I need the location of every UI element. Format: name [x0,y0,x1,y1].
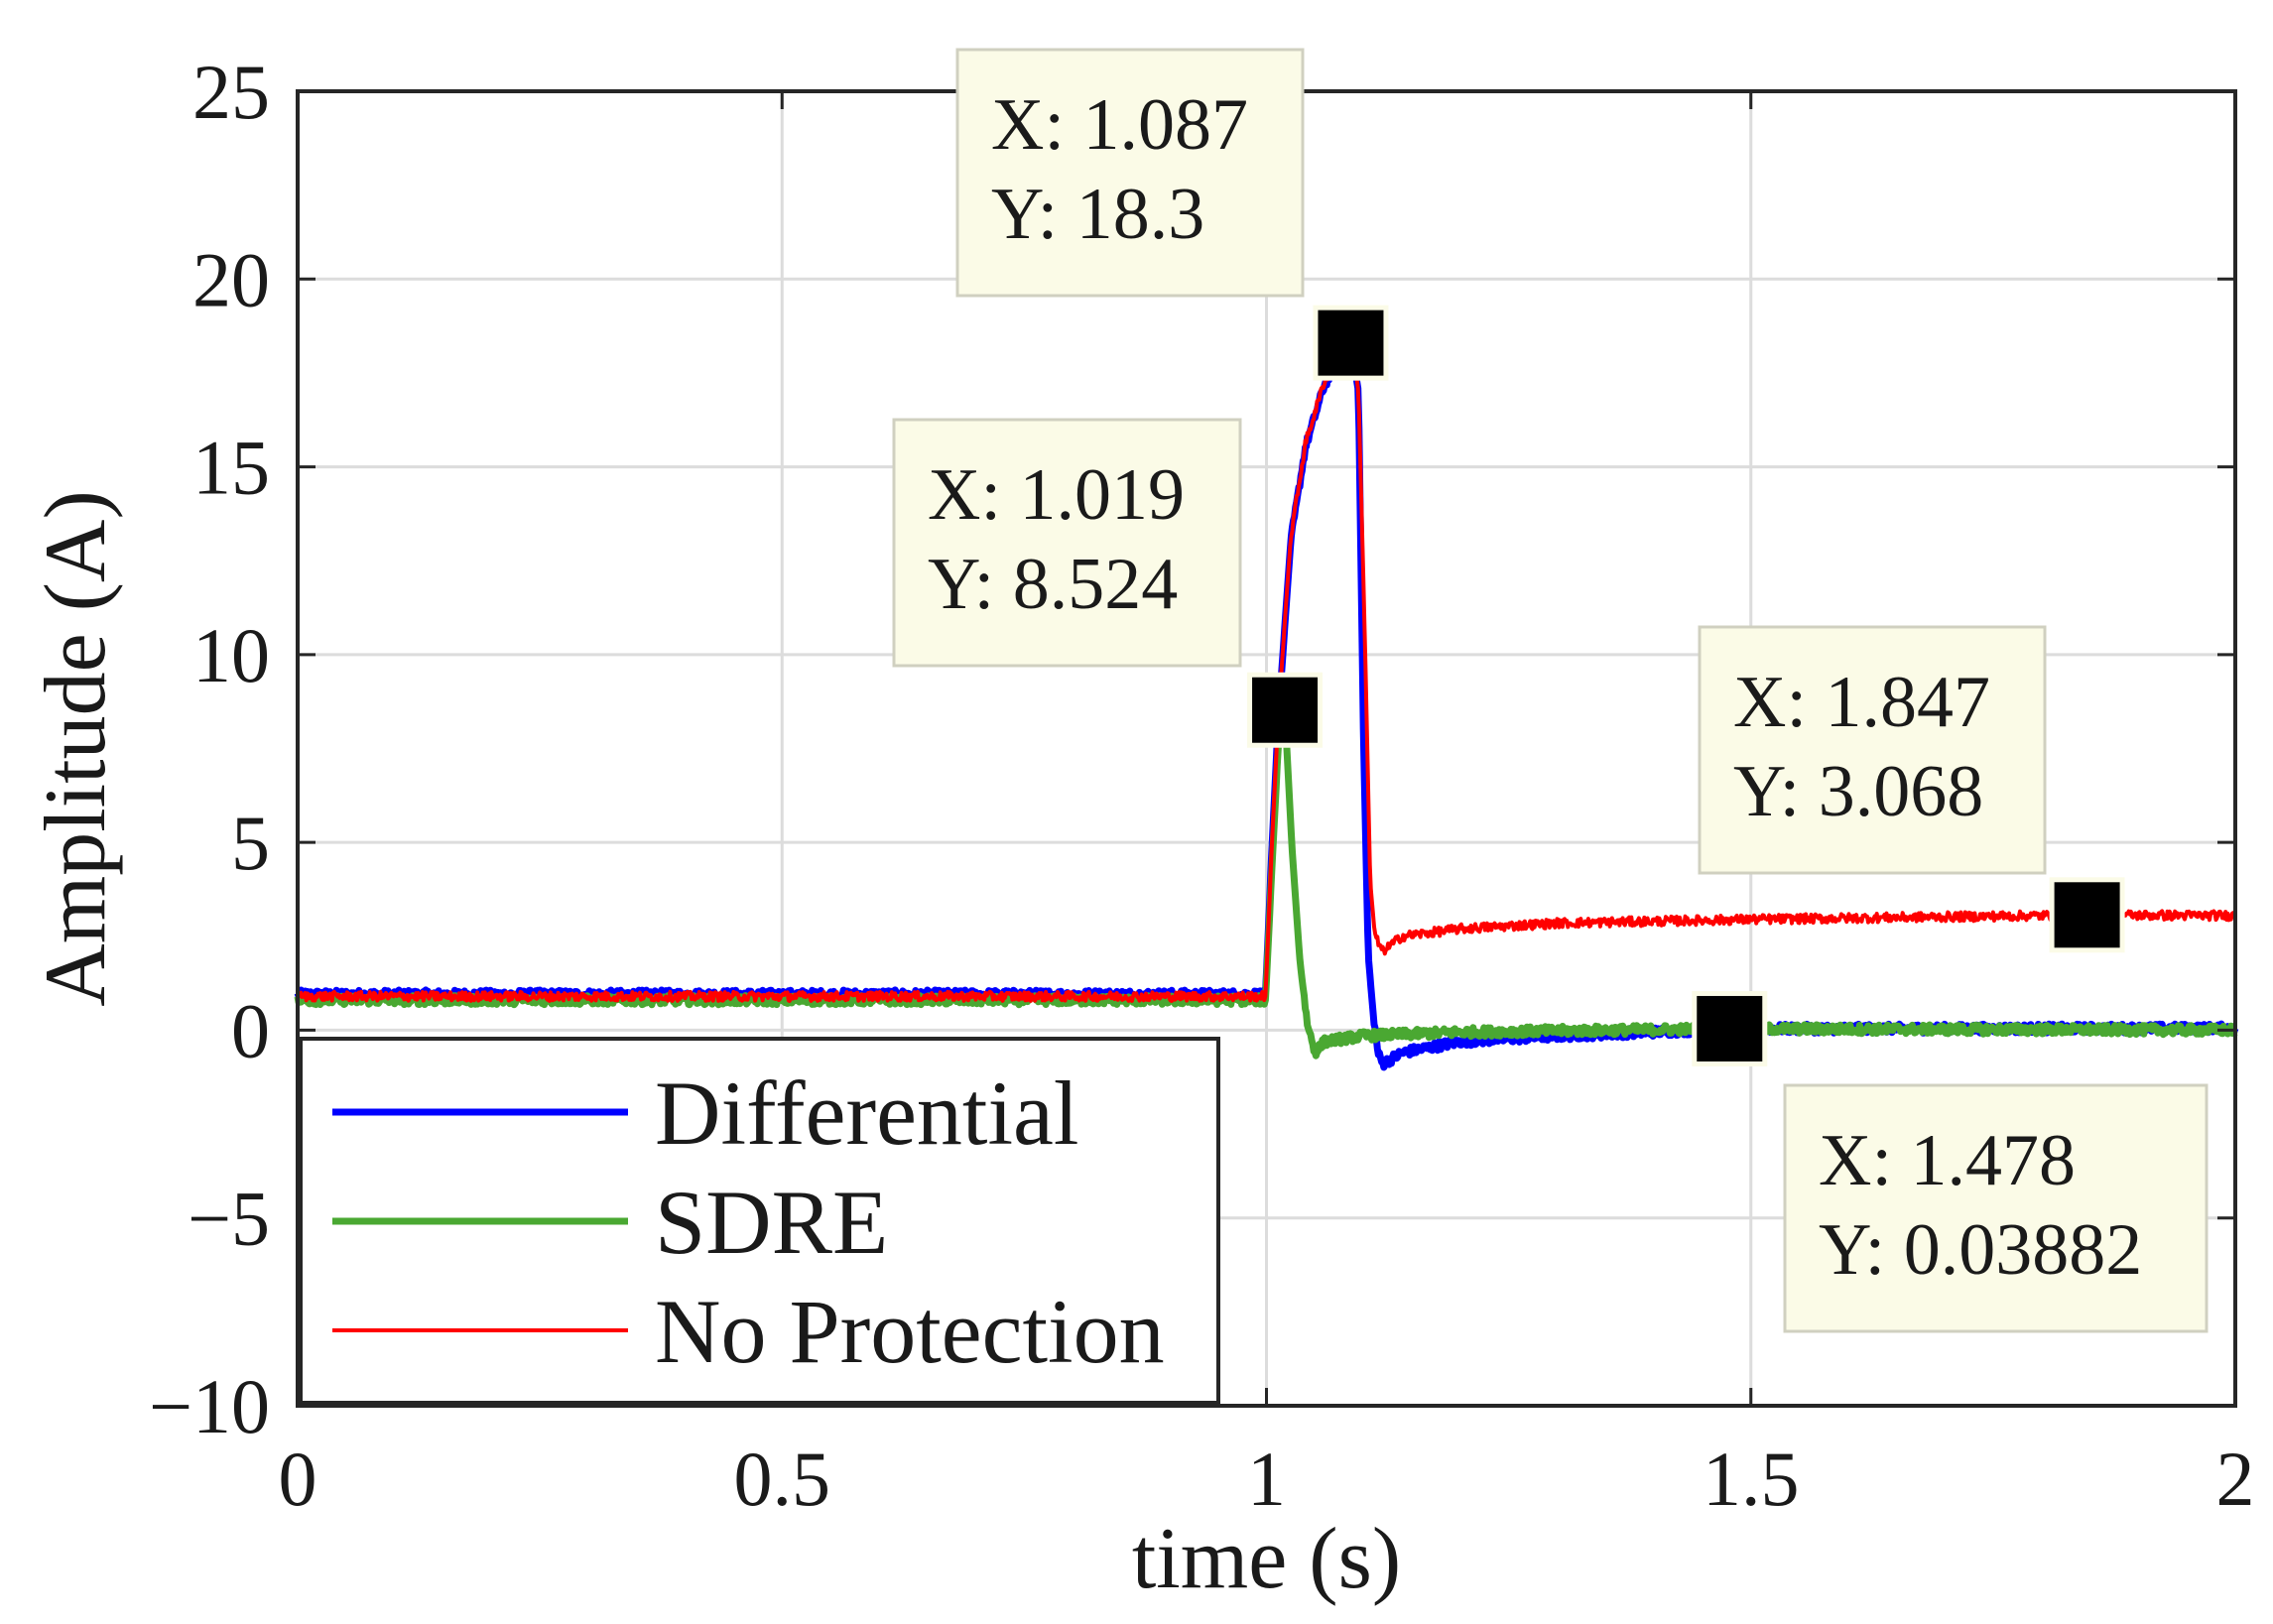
series-layer [294,339,2239,1071]
datatip-marker [1252,677,1319,743]
y-tick-label: −10 [149,1363,270,1449]
legend-label: SDRE [655,1172,888,1273]
y-tick-label: 25 [192,49,270,135]
datatip-marker [1318,310,1384,376]
datatip-x-text: X: 1.087 [991,84,1248,166]
y-axis-label: Amplitude (A) [28,490,124,1007]
x-tick-label: 1.5 [1703,1436,1800,1522]
y-tick-label: −5 [188,1176,270,1262]
legend-label: No Protection [655,1281,1165,1382]
datatip-box [892,418,1242,668]
x-tick-label: 1 [1247,1436,1286,1522]
datatip-y-text: Y: 18.3 [991,174,1204,255]
datatip-x-text: X: 1.847 [1733,662,1990,743]
y-tick-label: 0 [231,987,270,1073]
datatip-y-text: Y: 0.03882 [1819,1209,2142,1291]
datatip-x-text: X: 1.019 [928,454,1185,536]
datatip-box [1698,625,2047,875]
legend-label: Differential [655,1062,1078,1164]
y-tick-label: 10 [192,612,270,698]
datatip-y-text: Y: 3.068 [1733,751,1983,832]
y-tick-label: 5 [231,800,270,886]
x-tick-label: 0 [279,1436,317,1522]
series-line-no-protection [297,342,2237,1003]
y-tick-label: 20 [192,236,270,322]
x-tick-label: 0.5 [734,1436,831,1522]
tick-labels: 0 0.5 1 1.5 2 −10 −5 0 5 10 15 20 25 [149,49,2255,1522]
datatip-box [1783,1083,2209,1333]
datatip-box [955,48,1305,298]
datatip-marker [1697,995,1763,1062]
datatip-marker [2054,882,2120,948]
y-tick-label: 15 [192,425,270,511]
datatip-x-text: X: 1.478 [1819,1120,2076,1201]
x-axis-label: time (s) [1132,1511,1401,1607]
x-tick-label: 2 [2216,1436,2255,1522]
datatip-y-text: Y: 8.524 [928,544,1178,625]
